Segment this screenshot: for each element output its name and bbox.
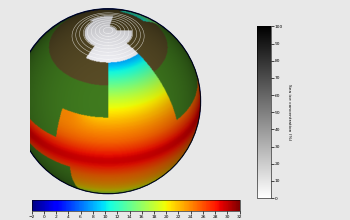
Y-axis label: Sea ice concentration (%): Sea ice concentration (%) [287, 84, 291, 140]
Circle shape [16, 9, 201, 194]
